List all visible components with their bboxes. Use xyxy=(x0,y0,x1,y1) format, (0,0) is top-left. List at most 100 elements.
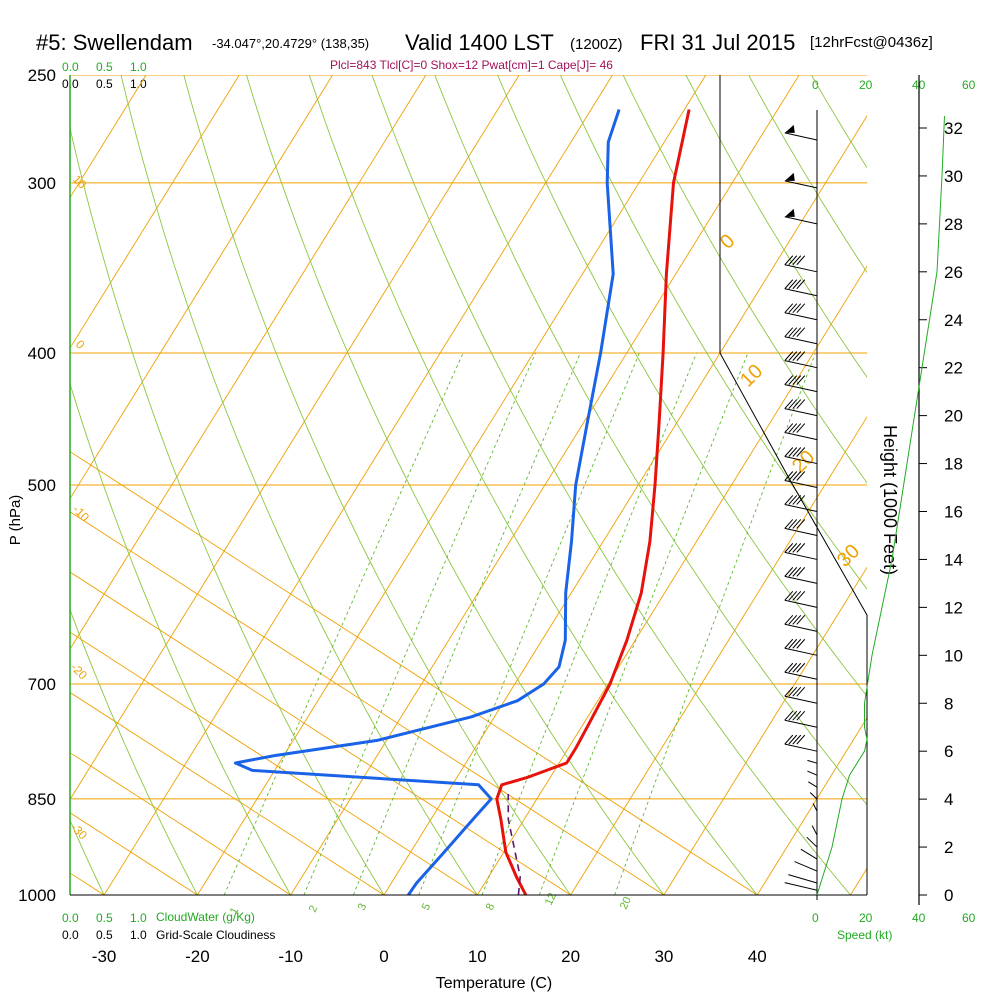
pressure-tick-label: 400 xyxy=(28,344,56,363)
wind-barb-feather xyxy=(784,255,794,266)
isotherm-line xyxy=(944,75,1000,895)
temperature-tick-label: -10 xyxy=(278,947,303,966)
mixing-ratio-label: 12 xyxy=(543,891,559,907)
height-tick-label: 8 xyxy=(944,694,953,713)
dry-adiabat-line xyxy=(434,75,867,806)
height-tick-label: 10 xyxy=(944,646,963,665)
temperature-tick-label: -20 xyxy=(185,947,210,966)
isotherm-line xyxy=(70,75,240,349)
wind-barb-feather xyxy=(792,614,802,625)
wind-barb-feather xyxy=(796,399,806,409)
pressure-tick-label: 850 xyxy=(28,790,56,809)
wind-barb-staff xyxy=(784,456,818,465)
wind-barb-feather xyxy=(796,590,806,601)
dry-adiabat-label: -10 xyxy=(70,502,92,524)
station-coords: -34.047°,20.4729° (138,35) xyxy=(212,36,370,51)
valid-time: Valid 1400 LST xyxy=(405,30,554,55)
height-tick-label: 18 xyxy=(944,455,963,474)
wind-barb-staff xyxy=(784,132,818,141)
wind-barb-staff xyxy=(784,312,818,321)
wind-barb-staff xyxy=(788,874,818,884)
wind-barb-feather xyxy=(796,686,806,697)
dry-adiabat-line xyxy=(371,75,851,895)
mixing-ratio-line xyxy=(352,352,581,895)
wind-barb-staff xyxy=(784,480,818,489)
wind-barb-staff xyxy=(784,360,818,369)
stability-indices: Plcl=843 Tlcl[C]=0 Shox=12 Pwat[cm]=1 Ca… xyxy=(330,58,613,72)
height-tick-label: 16 xyxy=(944,503,963,522)
height-tick-label: 12 xyxy=(944,598,963,617)
wind-barb-feather xyxy=(784,662,794,673)
pressure-tick-label: 1000 xyxy=(18,886,56,905)
wind-barb-feather xyxy=(784,686,794,697)
wind-barb-feather xyxy=(796,519,806,529)
wind-barb-feather xyxy=(784,303,794,314)
wind-barb-feather xyxy=(784,327,794,338)
wind-barb-feather xyxy=(788,686,798,697)
wind-barb-feather xyxy=(788,279,798,290)
wind-barb-feather xyxy=(792,327,802,338)
dry-adiabat-label: 10 xyxy=(70,172,90,192)
bottom-cloudwater-tick-2: 1.0 xyxy=(130,911,147,925)
wind-barb-feather xyxy=(788,638,798,649)
wind-barb-feather xyxy=(788,519,798,529)
parcel-line xyxy=(507,793,522,895)
wind-barb-feather xyxy=(792,351,802,361)
wind-barb-feather xyxy=(784,279,794,290)
wind-barb-feather xyxy=(788,590,798,601)
height-tick-label: 14 xyxy=(944,550,963,569)
wind-barb-feather xyxy=(784,423,794,433)
wind-barb-feather xyxy=(788,423,798,433)
wind-barb-feather xyxy=(792,255,802,266)
wind-barb-feather xyxy=(788,567,798,577)
wind-barb-feather xyxy=(792,638,802,649)
wind-barb-feather xyxy=(792,279,802,290)
wind-barb-feather xyxy=(788,734,798,745)
dry-adiabat-line xyxy=(559,75,867,590)
wind-barb-feather xyxy=(792,686,802,697)
bottom-speed-tick-2: 40 xyxy=(912,911,926,925)
wind-barb-feather xyxy=(796,423,806,433)
wind-barb-feather xyxy=(784,590,794,601)
wind-barb-feather xyxy=(784,734,794,745)
mixing-ratio-line xyxy=(418,352,640,895)
dry-adiabat-label: -20 xyxy=(68,660,90,682)
dry-adiabat-line xyxy=(497,75,867,697)
wind-barb-staff xyxy=(807,759,818,764)
mixing-ratio-label: 8 xyxy=(484,902,497,913)
bottom-cloudwater-tick-0: 0.0 xyxy=(62,911,79,925)
wind-barb-feather xyxy=(796,279,806,290)
wind-speed-line xyxy=(816,115,945,896)
temperature-tick-label: 40 xyxy=(748,947,767,966)
wind-barb-flag xyxy=(784,124,795,133)
wind-barb-feather xyxy=(788,327,798,338)
wind-barb-feather xyxy=(792,495,802,505)
top-speed-tick-0: 0 xyxy=(812,78,819,92)
dry-adiabat-line xyxy=(308,75,758,895)
isotherm-line xyxy=(850,867,867,895)
bottom-cloudiness-tick-0: 0.0 xyxy=(62,928,79,942)
wind-barb-staff xyxy=(807,770,818,776)
wind-barb-flag xyxy=(784,208,795,217)
bottom-speed-tick-0: 0 xyxy=(812,911,819,925)
pressure-tick-label: 250 xyxy=(28,66,56,85)
wind-barb-feather xyxy=(792,375,802,385)
height-tick-label: 32 xyxy=(944,119,963,138)
wind-barb-feather xyxy=(784,399,794,409)
wind-barb-feather xyxy=(796,734,806,745)
wind-barb-staff xyxy=(784,408,818,417)
dry-adiabat-line xyxy=(70,382,292,895)
wind-barb-staff xyxy=(784,336,818,345)
wind-barb-staff xyxy=(784,432,818,441)
mixing-ratio-line xyxy=(303,352,536,895)
wind-barb-feather xyxy=(792,471,802,481)
wind-barb-feather xyxy=(784,351,794,361)
top-cloudwater-tick-1: 0.5 xyxy=(96,60,113,74)
height-tick-label: 4 xyxy=(944,790,953,809)
wind-barb-feather xyxy=(796,327,806,338)
wind-barb-feather xyxy=(796,471,806,481)
wind-barb-feather xyxy=(792,303,802,314)
wind-barb-feather xyxy=(792,519,802,529)
